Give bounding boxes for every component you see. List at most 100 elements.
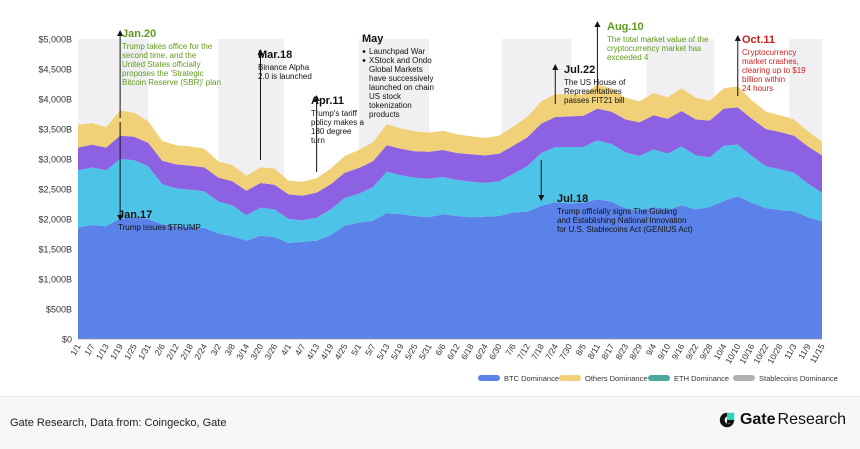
annotation-text: policy makes a [311, 118, 364, 127]
series-area-3 [78, 84, 822, 196]
x-tick-label: 9/16 [669, 342, 686, 362]
legend-swatch [733, 375, 755, 381]
x-tick-label: 6/18 [459, 342, 476, 362]
annotation-text: Trump's tariff [311, 109, 358, 118]
legend-label: BTC Dominance [504, 374, 559, 383]
annotation-date: Oct.11 [742, 34, 775, 46]
annotation-date: Apr.11 [311, 95, 344, 107]
x-tick-label: 9/10 [655, 342, 672, 362]
annotation-date: Jan.20 [122, 28, 156, 40]
annotation-text: The total market value of the [607, 35, 709, 44]
annotation-text: Cryptocurrency [742, 48, 796, 57]
x-tick-label: 7/30 [557, 342, 574, 362]
annotation-date: May [362, 33, 384, 45]
x-tick-label: 2/12 [164, 342, 181, 362]
brand-logo: Gate Research [718, 411, 846, 429]
annotation-text: market crashes, [742, 57, 799, 66]
legend-label: Stablecoins Dominance [759, 374, 838, 383]
annotation-text: and Establishing National Innovation [557, 216, 686, 225]
gate-logo-icon [719, 412, 735, 428]
annotation-bullet-dot [362, 50, 366, 53]
annotation-arrowhead [117, 215, 124, 221]
data-source: Gate Research, Data from: Coingecko, Gat… [10, 417, 227, 429]
annotation-arrowhead [313, 95, 320, 101]
stacked-area-chart: $0 $500B $1,000B $1,500B $2,000B $2,500B $3,00… [38, 21, 838, 383]
annotation-text: products [369, 110, 400, 119]
annotation-text: proposes the 'Strategic [122, 69, 204, 78]
annotation-text: cryptocurrency market has [607, 44, 701, 53]
y-tick-label: $2,500B [38, 185, 72, 195]
x-tick-label: 5/31 [417, 342, 434, 362]
x-tick-label: 1/13 [94, 342, 111, 362]
series-area-2 [78, 107, 822, 221]
annotation-text: billion within [742, 75, 785, 84]
brand-name: Gate [739, 411, 776, 428]
x-tick-label: 9/28 [697, 342, 714, 362]
annotation-date: Mar.18 [258, 49, 292, 61]
annotation-text: passes FIT21 bill [564, 96, 625, 105]
annotation-date: Jan.17 [118, 209, 152, 221]
x-tick-label: 1/19 [108, 342, 125, 362]
annotation-text: turn [311, 136, 325, 145]
annotation-text: Trump takes office for the [122, 42, 213, 51]
x-tick-label: 5/1 [349, 342, 364, 357]
y-tick-label: $1,000B [38, 275, 72, 285]
y-tick-label: $4,000B [38, 95, 72, 105]
annotation-text: 180 degree [311, 127, 352, 136]
x-tick-label: 11/3 [782, 342, 799, 361]
annotation-text: exceeded 4 [607, 53, 649, 62]
x-tick-label: 3/26 [262, 342, 279, 362]
x-tick-label: 11/15 [808, 342, 827, 365]
series-area-0 [78, 196, 822, 339]
annotation-arrowhead [594, 21, 601, 27]
annotation-text: Global Markets [369, 65, 423, 74]
x-tick-label: 2/24 [192, 342, 209, 362]
x-tick-label: 4/13 [304, 342, 321, 362]
annotation-bullet-dot [362, 59, 366, 62]
annotation-text: second time, and the [122, 51, 197, 60]
annotation-text: Launchpad War [369, 47, 426, 56]
annotation-text: tokenization [369, 101, 412, 110]
legend-swatch [559, 375, 581, 381]
annotation-date: Jul.18 [557, 193, 588, 205]
x-tick-label: 10/28 [765, 342, 784, 366]
x-tick-label: 2/18 [178, 342, 195, 362]
legend-swatch [478, 375, 500, 381]
x-tick-label: 4/1 [279, 342, 294, 357]
x-tick-label: 6/24 [473, 342, 490, 362]
annotation-text: launched on chain [369, 83, 434, 92]
brand-subtitle: Research [777, 411, 846, 428]
x-tick-label: 4/19 [318, 342, 335, 362]
x-tick-label: 3/2 [209, 342, 224, 357]
annotation-text: have successively [369, 74, 433, 83]
x-tick-label: 8/23 [613, 342, 630, 362]
x-tick-label: 8/17 [599, 342, 616, 362]
y-tick-label: $3,500B [38, 125, 72, 135]
annotation-arrowhead [552, 64, 559, 70]
legend-label: ETH Dominance [674, 374, 729, 383]
annotation-text: Bitcoin Reserve (SBR)' plan [122, 78, 221, 87]
x-tick-label: 8/29 [627, 342, 644, 362]
x-tick-label: 6/12 [445, 342, 462, 362]
x-tick-label: 1/25 [122, 342, 139, 362]
y-tick-label: $5,000B [38, 35, 72, 45]
series-area-1 [78, 140, 822, 243]
x-tick-label: 3/20 [248, 342, 265, 362]
x-tick-label: 7/12 [515, 342, 532, 362]
y-tick-label: $3,000B [38, 155, 72, 165]
x-tick-label: 5/25 [403, 342, 420, 362]
x-tick-label: 7/18 [529, 342, 546, 362]
annotation-date: Aug.10 [607, 21, 644, 33]
x-tick-label: 5/13 [375, 342, 392, 362]
annotation-text: 2.0 is launched [258, 72, 312, 81]
y-tick-label: $2,000B [38, 215, 72, 225]
annotation-arrowhead [538, 195, 545, 201]
annotation-text: 24 hours [742, 84, 773, 93]
annotation-text: United States officially [122, 60, 201, 69]
y-tick-label: $500B [46, 305, 72, 315]
x-tick-label: 7/24 [543, 342, 560, 362]
x-tick-label: 5/19 [389, 342, 406, 362]
y-tick-label: $4,500B [38, 65, 72, 75]
legend-swatch [648, 375, 670, 381]
annotation-text: Trump officially signs The Guiding [557, 207, 677, 216]
